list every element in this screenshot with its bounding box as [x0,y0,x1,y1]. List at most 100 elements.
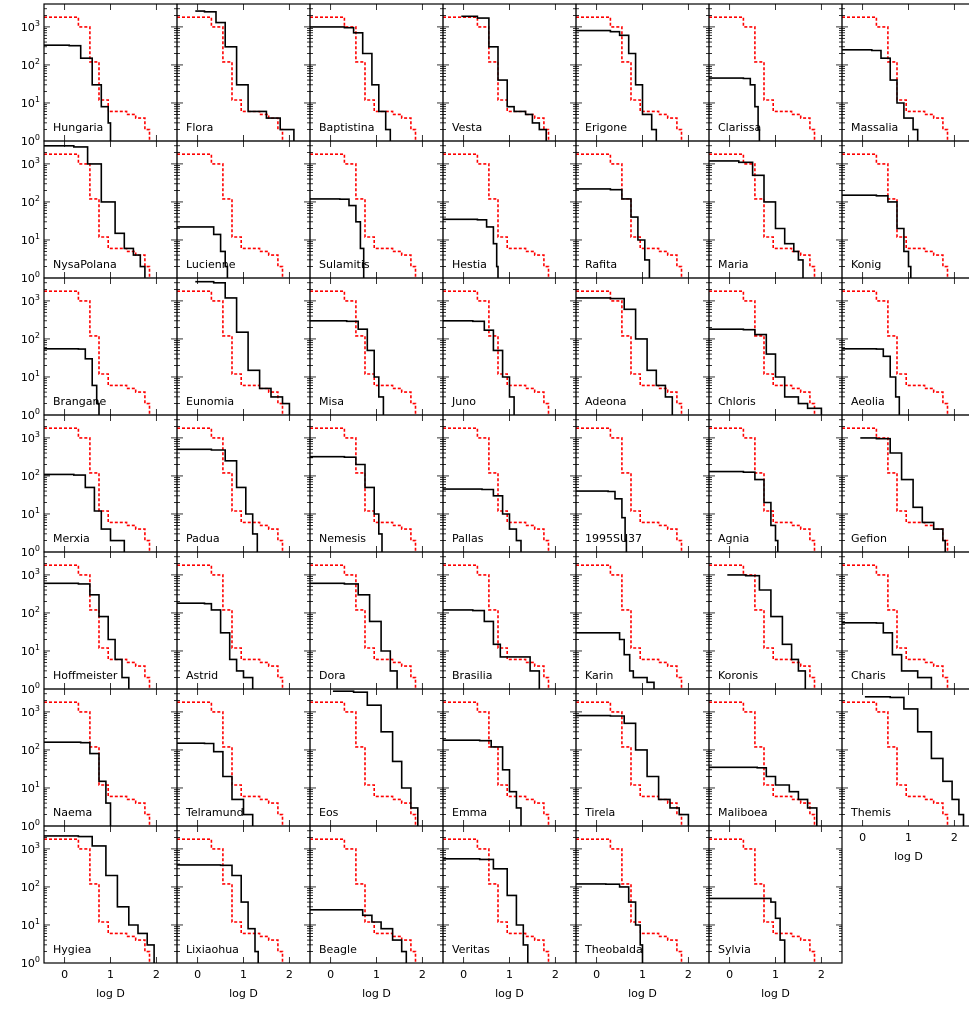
family-line [842,48,919,141]
reference-line [842,564,949,689]
panel-label: Lixiaohua [186,943,239,956]
y-tick-label: 100 [21,681,40,696]
panel-erigone: Erigone [575,3,710,142]
panel-label: Beagle [319,943,357,956]
y-tick-label: 101 [21,506,40,521]
reference-line [443,838,550,963]
y-tick-label: 102 [21,879,40,894]
reference-line [310,16,417,141]
family-line [727,574,807,689]
panel-karin: Karin [575,551,710,690]
reference-line [443,701,550,826]
panel-brangane: Brangane 100 101 102 103 [21,277,178,422]
panel-chloris: Chloris [708,277,843,416]
reference-line [576,564,683,689]
family-line [177,742,254,826]
x-tick-label: 2 [286,968,293,981]
panel-label: Eos [319,806,339,819]
y-tick-label: 102 [21,605,40,620]
x-tick-label: 0 [726,968,733,981]
panel-label: Baptistina [319,121,374,134]
reference-line [443,153,550,278]
y-tick-label: 102 [21,742,40,757]
reference-line [443,564,550,689]
reference-line [709,427,816,552]
family-line [709,897,786,963]
reference-line [842,16,949,141]
y-tick-label: 103 [21,293,40,308]
panel-rafita: Rafita [575,140,710,279]
panel-label: Hoffmeister [53,669,118,682]
reference-line [44,564,151,689]
panel-emma: Emma [442,688,577,827]
panel-eos: Eos [309,688,444,827]
x-tick-label: 0 [460,968,467,981]
reference-line [177,16,284,141]
x-tick-label: 0 [327,968,334,981]
x-tick-label: 2 [951,831,958,844]
reference-line [44,153,151,278]
panel-label: Brangane [53,395,106,408]
y-tick-label: 101 [21,95,40,110]
family-line [842,621,933,689]
panel-label: Sulamitis [319,258,370,271]
y-tick-label: 102 [21,468,40,483]
panel-nemesis: Nemesis [309,414,444,553]
panel-label: Astrid [186,669,218,682]
y-tick-label: 100 [21,955,40,970]
y-tick-label: 103 [21,430,40,445]
x-tick-label: 2 [153,968,160,981]
reference-line [842,153,949,278]
family-line [576,297,674,415]
panel-hestia: Hestia [442,140,577,279]
panel-naema: Naema 100 101 102 103 [21,688,178,833]
reference-line [310,153,417,278]
panel-label: NysaPolana [53,258,117,271]
panel-eunomia: Eunomia [176,277,311,416]
family-line [44,44,112,141]
panel-veritas: Veritas 0 1 2 log D [442,825,577,1000]
family-line [842,347,901,415]
reference-line [177,153,284,278]
x-tick-label: 1 [506,968,513,981]
family-line [443,218,499,278]
x-axis-label: log D [229,987,258,1000]
panel-label: Merxia [53,532,90,545]
reference-line [177,564,284,689]
family-line [310,582,398,689]
panel-label: Telramund [185,806,244,819]
family-line [195,280,291,415]
panel-charis: Charis [841,551,969,690]
panel-koronis: Koronis [708,551,843,690]
x-tick-label: 1 [772,968,779,981]
panel-label: Maria [718,258,749,271]
reference-line [709,838,816,963]
panel-label: Theobalda [584,943,643,956]
x-axis-label: log D [628,987,657,1000]
panel-sulamitis: Sulamitis [309,140,444,279]
y-tick-label: 101 [21,643,40,658]
reference-line [44,16,151,141]
x-tick-label: 2 [552,968,559,981]
panel-baptistina: Baptistina [309,3,444,142]
panel-label: Brasilia [452,669,492,682]
family-line [310,319,385,415]
reference-line [576,153,683,278]
family-line [443,609,541,689]
panel-label: Hungaria [53,121,103,134]
panel-label: Maliboea [718,806,768,819]
x-tick-label: 2 [419,968,426,981]
reference-line [44,838,151,963]
x-axis-label: log D [894,850,923,863]
y-tick-label: 100 [21,270,40,285]
family-line [310,455,383,552]
reference-line [177,701,284,826]
panel-label: Tirela [584,806,615,819]
reference-line [443,427,550,552]
family-line [44,741,112,826]
family-line [576,29,658,141]
y-tick-label: 100 [21,133,40,148]
reference-line [177,427,284,552]
panel-dora: Dora [309,551,444,690]
family-line [842,194,912,278]
